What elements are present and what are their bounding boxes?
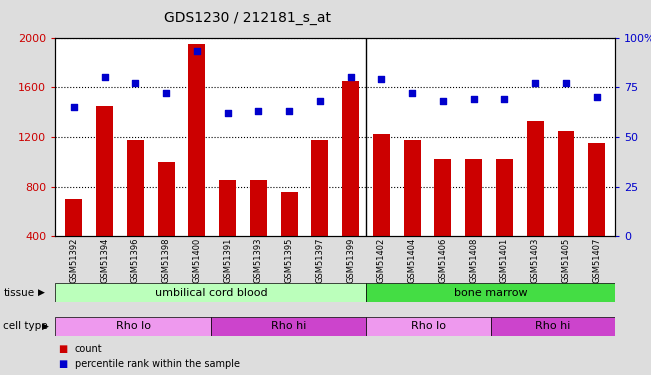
Bar xyxy=(527,122,544,286)
Bar xyxy=(465,159,482,286)
Point xyxy=(346,74,356,80)
Text: GDS1230 / 212181_s_at: GDS1230 / 212181_s_at xyxy=(164,11,331,25)
Bar xyxy=(127,140,144,286)
Bar xyxy=(404,140,421,286)
Point xyxy=(376,76,387,82)
Text: Rho hi: Rho hi xyxy=(271,321,307,331)
Text: ■: ■ xyxy=(59,359,68,369)
Point xyxy=(437,98,448,104)
Bar xyxy=(96,106,113,286)
Bar xyxy=(557,130,574,286)
Text: umbilical cord blood: umbilical cord blood xyxy=(154,288,267,297)
Text: count: count xyxy=(75,344,102,354)
Text: Rho hi: Rho hi xyxy=(535,321,571,331)
Point xyxy=(191,48,202,54)
Bar xyxy=(55,317,211,336)
Text: ▶: ▶ xyxy=(38,288,45,297)
Text: bone marrow: bone marrow xyxy=(454,288,527,297)
Bar xyxy=(55,283,367,302)
Point xyxy=(284,108,294,114)
Text: cell type: cell type xyxy=(3,321,48,331)
Bar xyxy=(373,134,390,286)
Point xyxy=(161,90,171,96)
Bar xyxy=(281,192,298,286)
Point xyxy=(253,108,264,114)
Bar xyxy=(496,159,513,286)
Text: ■: ■ xyxy=(59,344,68,354)
Bar xyxy=(188,44,205,286)
Point xyxy=(530,80,540,86)
Point xyxy=(469,96,479,102)
Text: ▶: ▶ xyxy=(42,322,49,331)
Bar xyxy=(250,180,267,286)
Point xyxy=(130,80,141,86)
Point xyxy=(407,90,417,96)
Text: Rho lo: Rho lo xyxy=(116,321,150,331)
Bar xyxy=(367,317,491,336)
Point xyxy=(223,110,233,116)
Bar xyxy=(311,140,328,286)
Bar xyxy=(367,283,615,302)
Bar xyxy=(342,81,359,286)
Bar xyxy=(434,159,451,286)
Bar xyxy=(211,317,367,336)
Point xyxy=(314,98,325,104)
Point xyxy=(561,80,571,86)
Point xyxy=(592,94,602,100)
Bar xyxy=(589,143,605,286)
Text: Rho lo: Rho lo xyxy=(411,321,446,331)
Point xyxy=(499,96,510,102)
Text: percentile rank within the sample: percentile rank within the sample xyxy=(75,359,240,369)
Point xyxy=(68,104,79,110)
Bar xyxy=(219,180,236,286)
Text: tissue: tissue xyxy=(3,288,35,297)
Bar xyxy=(158,162,174,286)
Bar xyxy=(491,317,615,336)
Bar xyxy=(65,199,82,286)
Point xyxy=(100,74,110,80)
